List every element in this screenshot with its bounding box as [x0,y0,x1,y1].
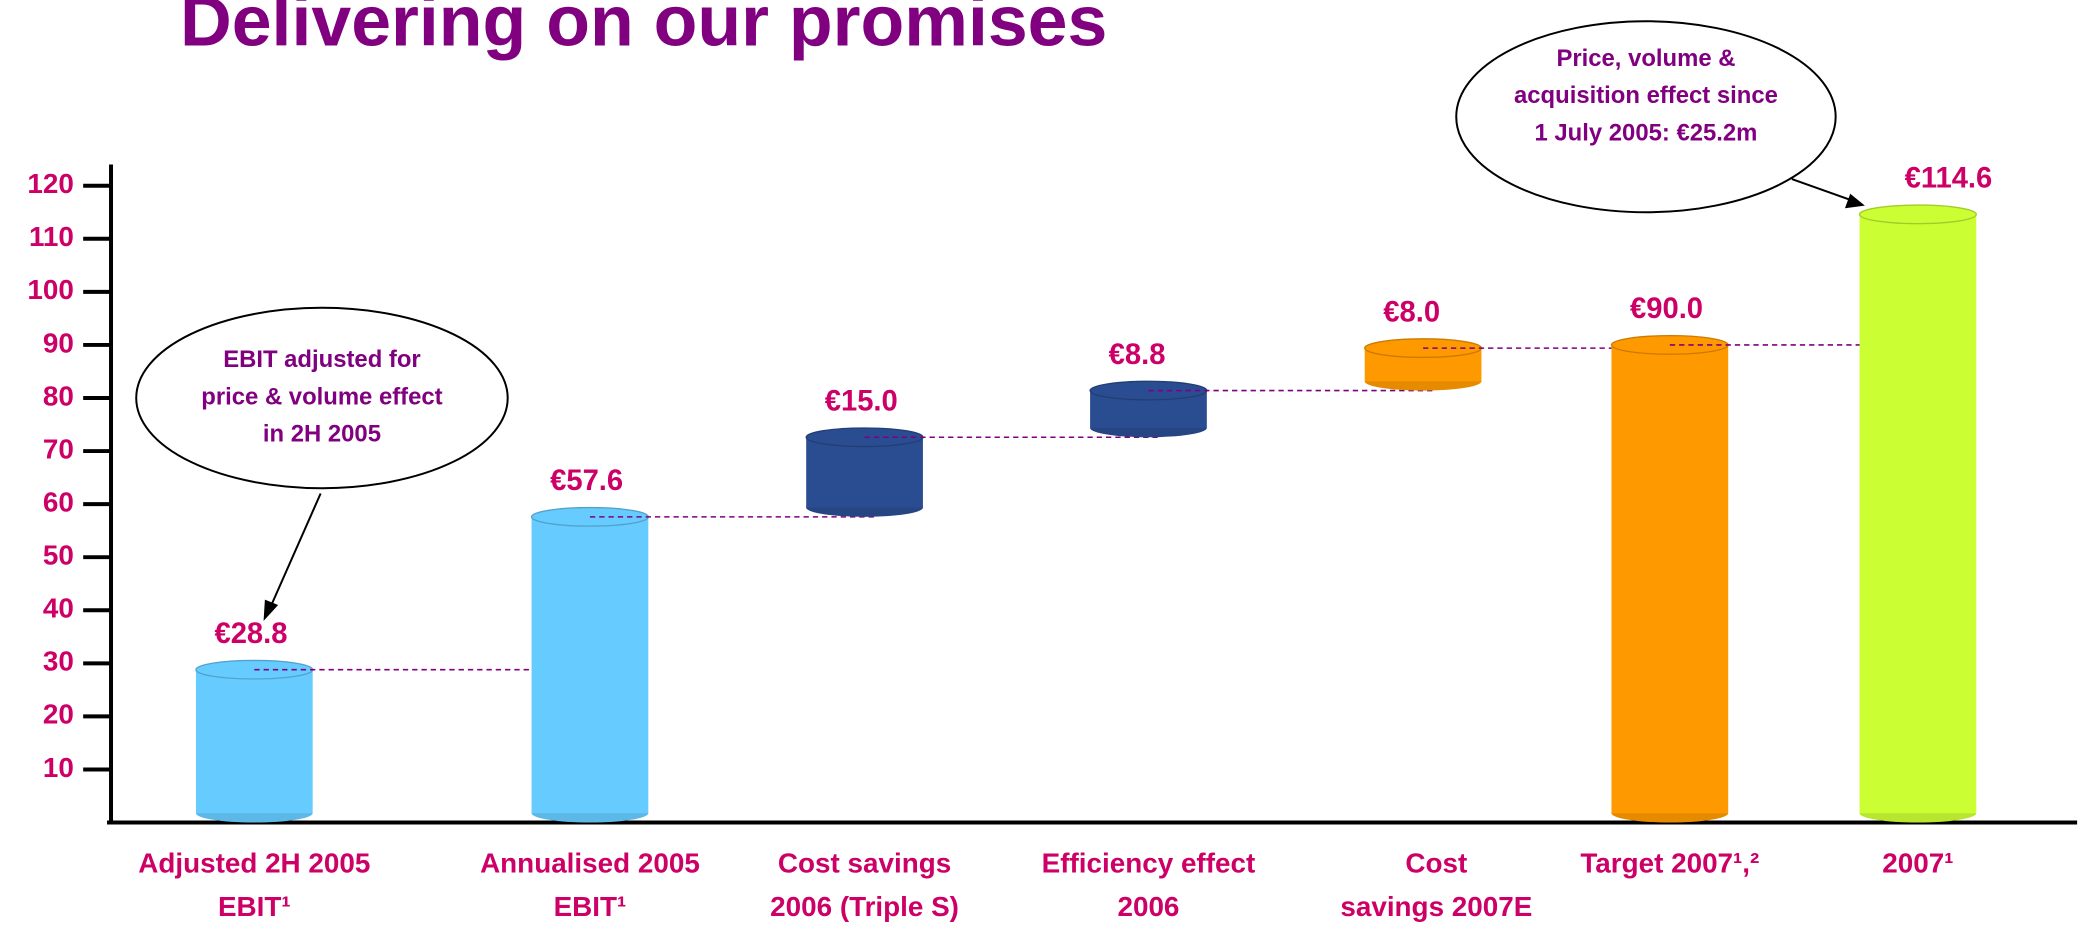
y-tick-label: 60 [43,486,74,517]
y-tick-label: 110 [29,221,74,252]
x-tick-label: savings 2007E [1340,891,1532,922]
x-tick-label: Cost [1405,847,1467,878]
y-tick-label: 10 [43,752,74,783]
arrow-head [1844,193,1865,209]
annotation: Price, volume & [1556,45,1735,72]
arrow [1791,178,1852,202]
bar [1859,214,1977,814]
annotation: EBIT adjusted for [223,346,421,373]
y-tick-label: 20 [43,699,74,730]
y-tick-label: 90 [43,327,74,358]
value-label: €28.8 [214,618,287,650]
arrow-head [263,599,279,621]
bar [806,437,923,508]
value-label: €114.6 [1905,163,1993,195]
bar [195,669,313,814]
bar [1611,344,1729,814]
x-tick-label: Adjusted 2H 2005 [138,847,370,878]
x-tick-label: EBIT¹ [218,891,291,922]
callout [135,306,509,490]
y-tick-label: 100 [27,274,73,305]
y-tick-label: 30 [43,646,74,677]
value-label: €57.6 [550,465,623,497]
bar-top [1858,204,1977,225]
annotation: acquisition effect since [1514,82,1778,109]
x-tick-label: EBIT¹ [554,891,627,922]
annotation: in 2H 2005 [263,420,381,447]
value-label: €90.0 [1630,293,1703,325]
y-tick-label: 70 [43,433,74,464]
annotation: 1 July 2005: €25.2m [1535,119,1758,146]
bar [531,516,649,814]
x-tick-label: 2007¹ [1882,847,1953,878]
x-tick-label: Efficiency effect [1042,847,1256,878]
annotation: price & volume effect [201,383,442,410]
x-tick-label: Target 2007¹,² [1580,847,1759,878]
y-tick-label: 80 [43,380,74,411]
x-tick-label: 2006 (Triple S) [770,891,959,922]
chart-title: Delivering on our promises [180,0,1107,61]
callout [1455,20,1837,214]
x-tick-label: 2006 [1117,891,1179,922]
value-label: €8.0 [1383,296,1440,328]
y-tick-label: 120 [27,168,73,199]
y-tick-label: 40 [43,593,74,624]
value-label: €8.8 [1109,339,1166,371]
x-tick-label: Cost savings [778,847,951,878]
x-tick-label: Annualised 2005 [480,847,700,878]
value-label: €15.0 [825,385,898,417]
y-tick-label: 50 [43,540,74,571]
arrow [269,493,322,609]
